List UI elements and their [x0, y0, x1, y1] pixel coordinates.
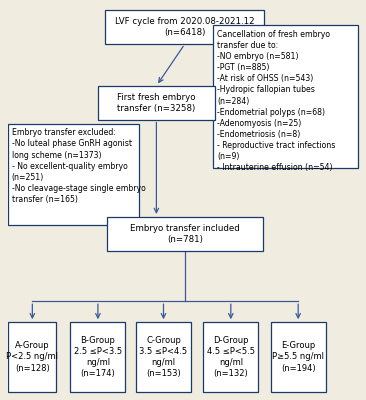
- FancyBboxPatch shape: [271, 322, 326, 392]
- Text: LVF cycle from 2020.08-2021.12
(n=6418): LVF cycle from 2020.08-2021.12 (n=6418): [115, 17, 255, 37]
- FancyBboxPatch shape: [213, 25, 358, 168]
- FancyBboxPatch shape: [70, 322, 126, 392]
- FancyBboxPatch shape: [8, 124, 139, 225]
- Text: C-Group
3.5 ≤P<4.5
ng/ml
(n=153): C-Group 3.5 ≤P<4.5 ng/ml (n=153): [139, 336, 187, 378]
- Text: Embryo transfer excluded:
-No luteal phase GnRH agonist
long scheme (n=1373)
- N: Embryo transfer excluded: -No luteal pha…: [12, 128, 146, 204]
- Text: Cancellation of fresh embryo
transfer due to:
-NO embryo (n=581)
-PGT (n=885)
-A: Cancellation of fresh embryo transfer du…: [217, 30, 336, 172]
- FancyBboxPatch shape: [136, 322, 191, 392]
- Text: A-Group
P<2.5 ng/ml
(n=128): A-Group P<2.5 ng/ml (n=128): [6, 341, 58, 372]
- Text: B-Group
2.5 ≤P<3.5
ng/ml
(n=174): B-Group 2.5 ≤P<3.5 ng/ml (n=174): [74, 336, 122, 378]
- Text: E-Group
P≥5.5 ng/ml
(n=194): E-Group P≥5.5 ng/ml (n=194): [272, 341, 324, 372]
- FancyBboxPatch shape: [8, 322, 56, 392]
- Text: Embryo transfer included
(n=781): Embryo transfer included (n=781): [130, 224, 240, 244]
- Text: D-Group
4.5 ≤P<5.5
ng/ml
(n=132): D-Group 4.5 ≤P<5.5 ng/ml (n=132): [207, 336, 255, 378]
- FancyBboxPatch shape: [105, 10, 265, 44]
- FancyBboxPatch shape: [98, 86, 215, 120]
- Text: First fresh embryo
transfer (n=3258): First fresh embryo transfer (n=3258): [117, 93, 196, 113]
- FancyBboxPatch shape: [203, 322, 258, 392]
- FancyBboxPatch shape: [107, 217, 263, 251]
